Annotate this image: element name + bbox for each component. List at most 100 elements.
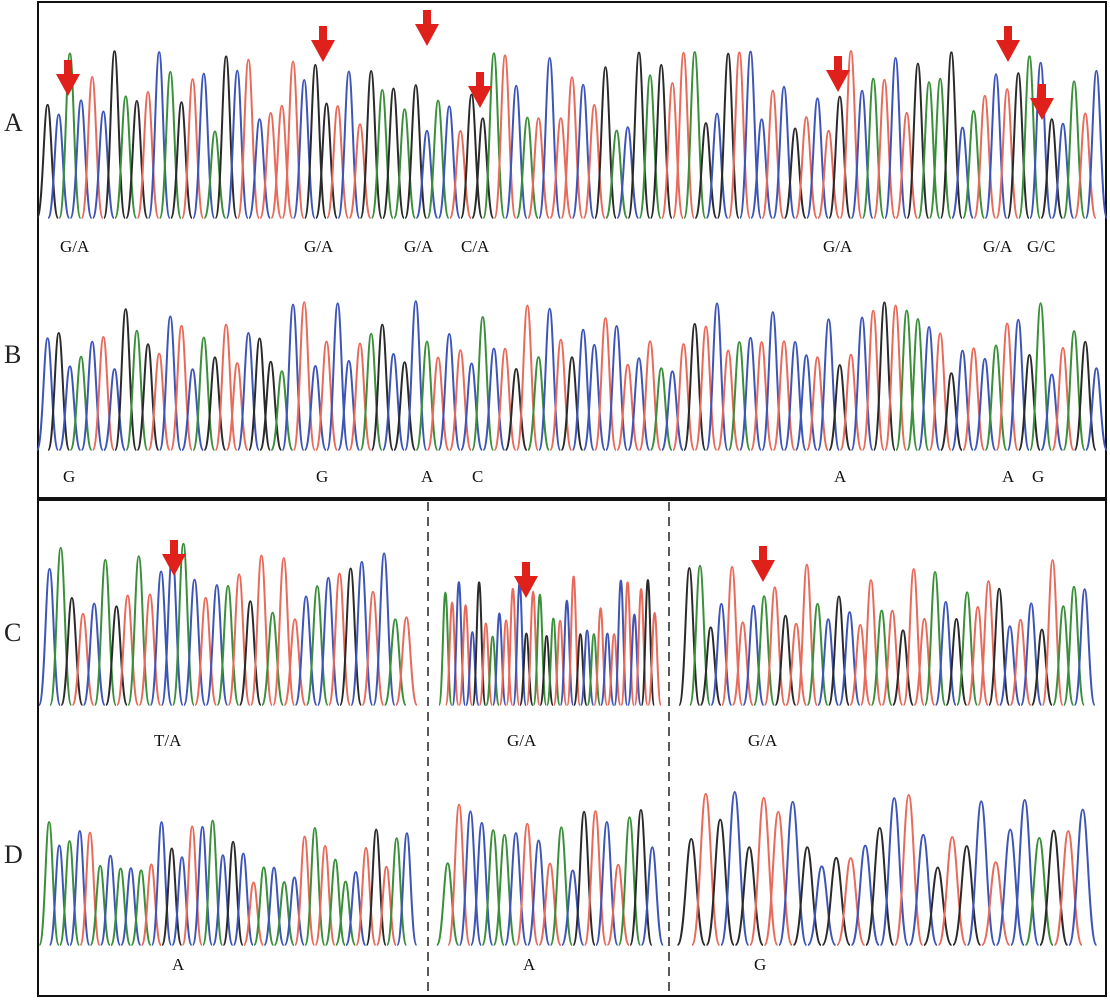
- peak-A: [426, 99, 450, 219]
- trace-D1: [38, 819, 418, 946]
- arrow-down-icon: [311, 26, 335, 62]
- peak-C: [850, 89, 874, 219]
- peak-C: [437, 332, 461, 451]
- peak-C: [99, 854, 122, 946]
- peak-C: [48, 844, 71, 946]
- peak-T: [937, 836, 968, 946]
- peak-C: [950, 349, 975, 451]
- peak-C: [316, 576, 340, 706]
- peak-G: [676, 838, 707, 946]
- peak-A: [638, 74, 662, 219]
- peak-C: [150, 821, 173, 946]
- peak-T: [633, 588, 649, 706]
- peak-C: [627, 357, 651, 451]
- peak-A: [125, 329, 149, 451]
- peak-C: [1051, 122, 1075, 219]
- peak-A: [752, 595, 776, 706]
- peak-C: [47, 113, 71, 219]
- panel-letter-B: B: [4, 340, 22, 369]
- peak-A: [383, 618, 407, 706]
- peak-G: [906, 62, 930, 219]
- trace-D2: [435, 803, 665, 946]
- peak-T: [493, 54, 517, 219]
- peak-T: [606, 633, 622, 706]
- peak-C: [742, 604, 765, 706]
- peak-T: [716, 349, 740, 451]
- peak-A: [526, 356, 551, 451]
- peak-G: [821, 856, 852, 946]
- panel-B-call: G: [63, 467, 75, 486]
- peak-A: [955, 591, 979, 706]
- peak-C: [640, 846, 665, 946]
- peak-G: [314, 102, 339, 219]
- peak-G: [683, 322, 707, 451]
- peak-C: [850, 844, 881, 946]
- peak-A: [962, 110, 986, 219]
- peak-T: [616, 363, 640, 451]
- peak-G: [560, 356, 584, 451]
- peak-T: [270, 104, 294, 219]
- peak-T: [671, 343, 696, 451]
- peak-C: [171, 856, 193, 946]
- peak-C: [80, 340, 104, 451]
- peak-G: [35, 103, 60, 219]
- peak-T: [1051, 347, 1075, 451]
- peak-C: [560, 869, 585, 946]
- peak-C: [437, 105, 461, 219]
- peak-C: [69, 829, 91, 946]
- arrow-down-icon: [826, 56, 850, 92]
- peak-T: [839, 353, 863, 451]
- peak-G: [504, 368, 528, 451]
- peak-G: [247, 337, 272, 451]
- trace-C2: [437, 575, 663, 706]
- peak-T: [426, 356, 450, 451]
- peak-C: [182, 578, 207, 706]
- trace-D3: [676, 790, 1098, 946]
- peak-T: [647, 611, 663, 706]
- peak-C: [783, 341, 807, 451]
- peak-C: [147, 51, 171, 219]
- panel-B-call: C: [472, 467, 483, 486]
- peak-G: [572, 633, 588, 706]
- peak-T: [348, 342, 372, 451]
- peak-G: [169, 101, 194, 219]
- peak-A: [370, 88, 394, 219]
- peak-A: [385, 837, 408, 946]
- peak-A: [485, 635, 501, 706]
- panel-B-call: A: [834, 467, 847, 486]
- peak-T: [763, 586, 786, 706]
- panel-D-call: A: [172, 955, 185, 974]
- peak-T: [375, 865, 398, 946]
- peak-A: [415, 340, 439, 451]
- peak-C: [458, 810, 483, 946]
- peak-G: [359, 70, 383, 219]
- panel-B-call: G: [316, 467, 328, 486]
- peak-T: [538, 862, 562, 946]
- peak-T: [80, 76, 104, 219]
- panel-D-call: A: [523, 955, 536, 974]
- peak-T: [583, 810, 608, 946]
- peak-A: [895, 309, 919, 451]
- peak-G: [459, 93, 484, 219]
- peak-G: [678, 567, 701, 706]
- peak-A: [917, 81, 941, 219]
- peak-A: [69, 355, 93, 451]
- peak-T: [995, 88, 1019, 219]
- peak-T: [893, 794, 924, 946]
- peak-A: [482, 52, 506, 219]
- peak-C: [738, 336, 763, 451]
- peak-T: [181, 825, 203, 946]
- peak-T: [259, 112, 283, 219]
- peak-G: [370, 323, 394, 451]
- peak-C: [1067, 808, 1098, 946]
- peak-A: [261, 611, 285, 706]
- peak-C: [761, 311, 785, 451]
- peak-T: [560, 76, 584, 219]
- peak-T: [913, 617, 936, 706]
- peak-C: [908, 833, 939, 946]
- peak-G: [783, 127, 807, 219]
- peak-G: [1017, 353, 1042, 451]
- peak-T: [805, 356, 830, 451]
- peak-C: [998, 625, 1022, 706]
- peak-C: [158, 315, 182, 451]
